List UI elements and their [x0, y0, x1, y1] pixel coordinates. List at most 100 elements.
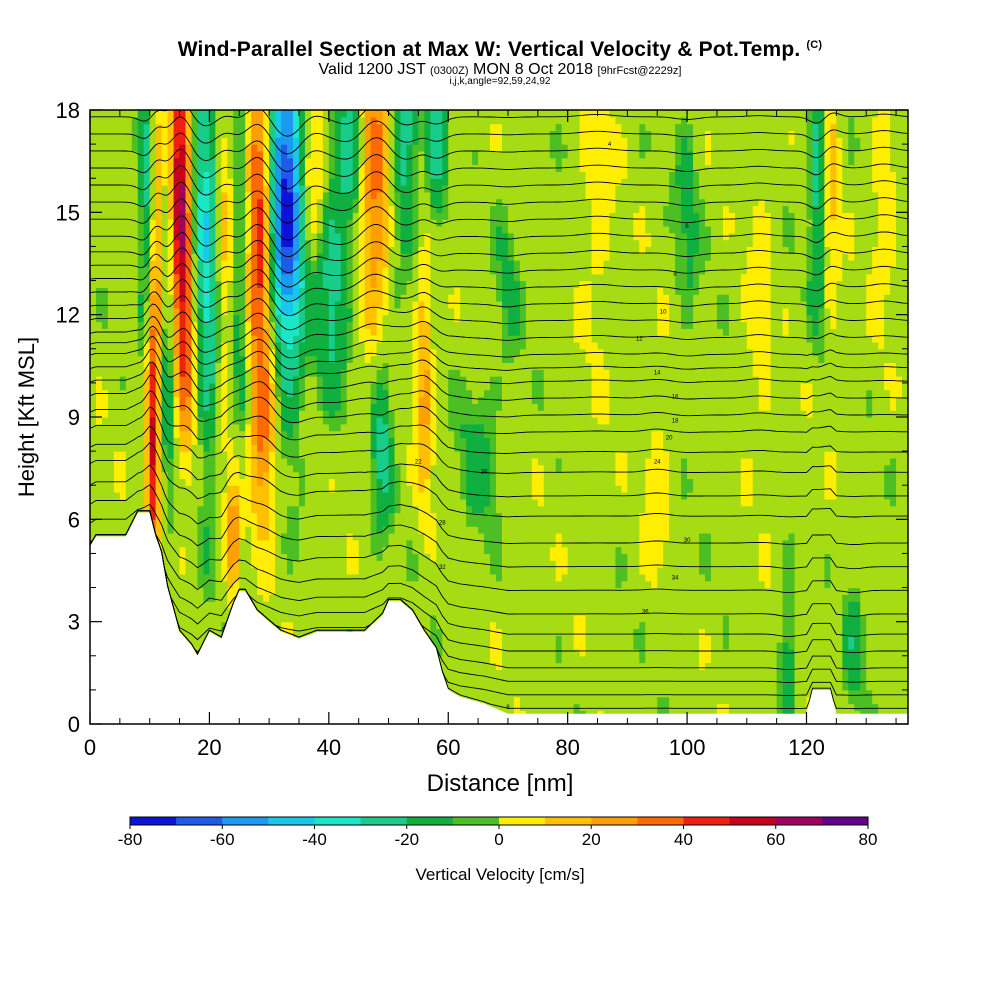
velocity-cell: [239, 526, 246, 534]
velocity-cell: [287, 253, 294, 261]
velocity-cell: [143, 301, 151, 309]
velocity-cell: [388, 219, 396, 227]
velocity-cell: [90, 505, 97, 514]
velocity-cell: [101, 403, 109, 411]
velocity-cell: [388, 266, 396, 275]
velocity-cell: [275, 164, 282, 172]
velocity-cell: [304, 178, 312, 186]
velocity-cell: [310, 273, 318, 282]
velocity-cell: [394, 553, 402, 561]
velocity-cell: [412, 437, 419, 445]
velocity-cell: [90, 287, 97, 295]
velocity-cell: [340, 492, 348, 500]
velocity-cell: [406, 110, 414, 118]
velocity-cell: [382, 110, 390, 118]
velocity-cell: [394, 457, 402, 466]
velocity-cell: [412, 478, 419, 486]
velocity-cell: [400, 376, 408, 384]
velocity-cell: [149, 287, 157, 295]
velocity-cell: [245, 335, 252, 343]
velocity-cell: [101, 451, 109, 459]
velocity-cell: [346, 178, 354, 186]
velocity-cell: [137, 185, 145, 193]
velocity-cell: [382, 403, 390, 411]
velocity-cell: [113, 471, 121, 479]
velocity-cell: [227, 314, 234, 323]
velocity-cell: [346, 348, 354, 357]
velocity-cell: [298, 614, 306, 623]
velocity-cell: [90, 403, 97, 411]
velocity-cell: [412, 171, 419, 179]
velocity-cell: [263, 478, 270, 486]
velocity-cell: [370, 185, 378, 193]
velocity-cell: [107, 437, 115, 445]
velocity-cell: [382, 457, 390, 466]
velocity-cell: [227, 594, 234, 602]
velocity-cell: [263, 294, 270, 302]
velocity-cell: [310, 382, 318, 391]
velocity-cell: [298, 532, 306, 541]
velocity-cell: [191, 348, 199, 357]
velocity-cell: [352, 335, 360, 343]
velocity-cell: [203, 628, 211, 636]
velocity-cell: [107, 307, 115, 316]
velocity-cell: [394, 348, 402, 357]
velocity-cell: [227, 505, 234, 514]
velocity-cell: [90, 185, 97, 193]
velocity-cell: [221, 150, 228, 159]
velocity-cell: [322, 526, 330, 534]
velocity-cell: [245, 301, 252, 309]
velocity-cell: [95, 137, 103, 145]
velocity-cell: [382, 137, 390, 145]
velocity-cell: [346, 219, 354, 227]
velocity-cell: [113, 185, 121, 193]
velocity-cell: [388, 573, 396, 582]
velocity-cell: [203, 546, 211, 555]
velocity-cell: [263, 403, 270, 411]
velocity-cell: [412, 417, 419, 425]
velocity-cell: [293, 232, 300, 241]
velocity-cell: [215, 239, 222, 248]
velocity-cell: [167, 457, 175, 466]
velocity-cell: [167, 526, 175, 534]
velocity-cell: [304, 485, 312, 493]
velocity-cell: [287, 355, 294, 364]
velocity-cell: [334, 505, 342, 514]
velocity-cell: [287, 594, 294, 602]
velocity-cell: [107, 185, 115, 193]
velocity-cell: [90, 239, 97, 248]
velocity-cell: [269, 273, 276, 282]
velocity-cell: [209, 301, 216, 309]
velocity-cell: [113, 464, 121, 473]
velocity-cell: [340, 130, 348, 138]
velocity-cell: [161, 294, 169, 302]
velocity-cell: [316, 348, 324, 357]
velocity-cell: [227, 266, 234, 275]
velocity-cell: [328, 253, 336, 261]
velocity-cell: [346, 580, 354, 589]
velocity-cell: [352, 430, 360, 439]
velocity-cell: [131, 498, 139, 507]
velocity-cell: [209, 437, 216, 445]
velocity-cell: [227, 171, 234, 179]
velocity-cell: [269, 614, 276, 623]
velocity-cell: [239, 266, 246, 275]
velocity-cell: [412, 150, 419, 159]
velocity-cell: [269, 116, 276, 125]
velocity-cell: [197, 457, 205, 466]
velocity-cell: [340, 205, 348, 213]
velocity-cell: [358, 301, 366, 309]
velocity-cell: [233, 301, 240, 309]
velocity-cell: [287, 601, 294, 609]
velocity-cell: [328, 212, 336, 220]
velocity-cell: [113, 410, 121, 418]
velocity-cell: [161, 498, 169, 507]
velocity-cell: [119, 382, 127, 391]
velocity-cell: [263, 457, 270, 466]
velocity-cell: [167, 355, 175, 364]
velocity-cell: [304, 437, 312, 445]
velocity-cell: [137, 403, 145, 411]
velocity-cell: [352, 478, 360, 486]
velocity-cell: [316, 328, 324, 336]
velocity-cell: [155, 526, 163, 534]
